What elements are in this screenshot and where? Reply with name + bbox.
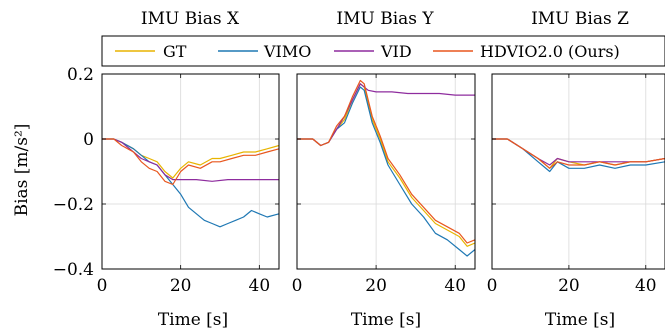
x-axis-label-y: Time [s] [351, 310, 421, 330]
panel-title-y: IMU Bias Y [336, 9, 434, 29]
y-tick-label: −0.4 [53, 260, 94, 280]
panel-bias-y: 0 20 40 [292, 73, 476, 296]
legend-entry-hdvio: HDVIO2.0 (Ours) [433, 42, 620, 61]
series-line-gt [297, 83, 476, 247]
x-tick-label: 20 [365, 276, 387, 296]
x-tick-label: 40 [635, 276, 657, 296]
legend: GT VIMO VID HDVIO2.0 (Ours) [101, 35, 665, 67]
series-line-vid [102, 138, 279, 182]
series-line-hdvio2-0-ours [297, 79, 476, 244]
x-tick-label: 20 [170, 276, 192, 296]
axes-frame [296, 73, 476, 270]
legend-label-vimo: VIMO [263, 42, 311, 61]
series-line-vimo [102, 138, 280, 228]
series-line-vid [297, 83, 475, 147]
series-line-vid [492, 138, 665, 166]
panel-title-x: IMU Bias X [141, 9, 240, 29]
panel-title-z: IMU Bias Z [531, 9, 629, 29]
legend-label-gt: GT [163, 42, 187, 61]
y-tick-label: 0 [83, 130, 94, 150]
legend-label-vid: VID [380, 42, 412, 61]
legend-entry-vid: VID [334, 42, 412, 61]
x-tick-label: 40 [249, 276, 271, 296]
legend-entry-vimo: VIMO [218, 42, 311, 61]
panel-bias-z: 0 20 40 [487, 73, 665, 296]
x-tick-label: 0 [97, 276, 108, 296]
x-axis-label-x: Time [s] [158, 310, 228, 330]
x-tick-label: 20 [558, 276, 580, 296]
axes-frame [101, 73, 280, 270]
series-line-hdvio2-0-ours [102, 138, 280, 186]
y-tick-label: 0.2 [67, 65, 94, 85]
x-tick-label: 0 [292, 276, 303, 296]
x-tick-label: 40 [444, 276, 466, 296]
x-tick-label: 0 [487, 276, 498, 296]
legend-label-hdvio: HDVIO2.0 (Ours) [480, 42, 620, 61]
legend-entry-gt: GT [115, 42, 187, 61]
axes-frame [491, 73, 665, 270]
series-line-hdvio2-0-ours [492, 138, 665, 169]
series-line-gt [492, 138, 665, 169]
panel-bias-x: 0 20 40 [97, 73, 280, 296]
x-axis-label-z: Time [s] [545, 310, 615, 330]
y-tick-labels: 0.2 0 −0.2 −0.4 [53, 65, 94, 280]
y-tick-label: −0.2 [53, 195, 94, 215]
series-line-vimo [492, 138, 665, 173]
y-axis-label: Bias [m/s²] [12, 124, 32, 217]
legend-box [101, 35, 665, 67]
series-line-gt [102, 138, 280, 179]
